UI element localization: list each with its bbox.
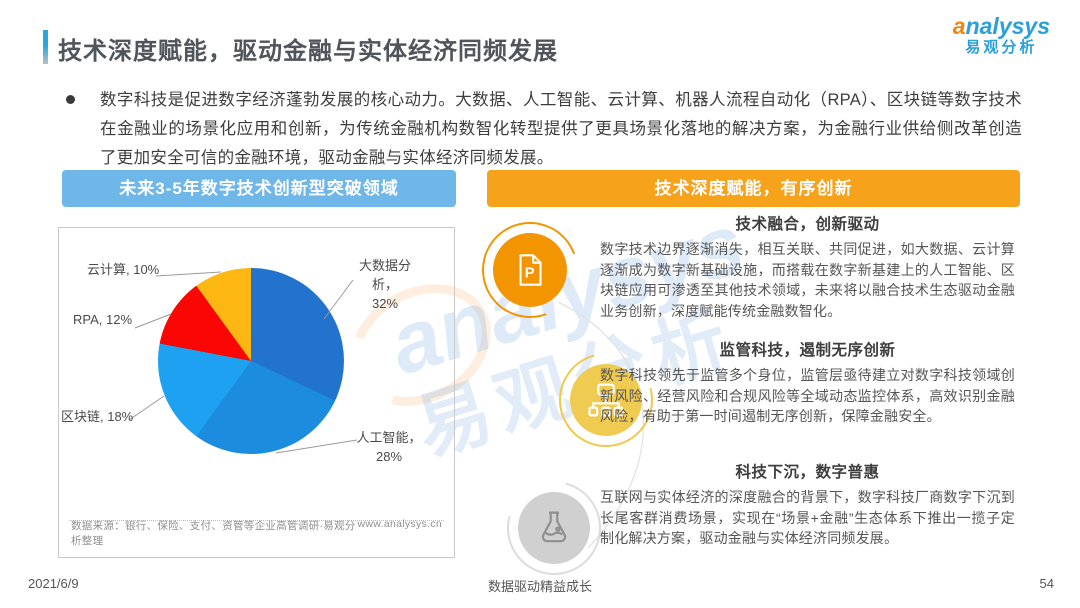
- footer-date: 2021/6/9: [28, 576, 79, 591]
- brand-logo: analysys 易观分析: [953, 14, 1050, 56]
- document-p-icon: P: [519, 254, 542, 286]
- section-2-body: 数字科技领先于监管多个身位，监管层亟待建立对数字科技领域创新风险、经营风险和合规…: [600, 367, 1015, 424]
- pie-callout-label: 人工智能， 28%: [356, 430, 422, 464]
- source-divider: [69, 520, 444, 521]
- pie-chart: [158, 268, 344, 454]
- intro-paragraph: 数字科技是促进数字经济蓬勃发展的核心动力。大数据、人工智能、云计算、机器人流程自…: [100, 91, 1022, 167]
- callout-line: [128, 395, 165, 421]
- section-2-medallion: [570, 364, 642, 436]
- footer-slogan: 数据驱动精益成长: [487, 579, 592, 594]
- org-chart-icon: [588, 383, 624, 417]
- section-2: 监管科技，遏制无序创新 数字科技领先于监管多个身位，监管层亟待建立对数字科技领域…: [600, 338, 1015, 427]
- section-2-title: 监管科技，遏制无序创新: [719, 342, 896, 359]
- section-1-medallion: P: [493, 233, 567, 307]
- left-panel-header: 未来3-5年数字技术创新型突破领域: [62, 170, 456, 207]
- section-1-body: 数字技术边界逐渐消失，相互关联、共同促进，如大数据、云计算逐渐成为数字新基础设施…: [600, 241, 1015, 319]
- footer-page-number: 54: [1039, 576, 1054, 591]
- brand-logo-cn: 易观分析: [965, 39, 1038, 57]
- website-link[interactable]: www.analysys.cn: [357, 518, 442, 530]
- section-1: 技术融合，创新驱动 数字技术边界逐渐消失，相互关联、共同促进，如大数据、云计算逐…: [600, 212, 1015, 321]
- svg-text:P: P: [525, 265, 535, 281]
- section-3-medallion: [518, 492, 590, 564]
- section-3-body: 互联网与实体经济的深度融合的背景下，数字科技厂商数字下沉到长尾客群消费场景，实现…: [600, 489, 1015, 546]
- brand-logo-swirl-icon: a: [952, 13, 966, 39]
- callout-line: [155, 271, 222, 277]
- right-panel-header: 技术深度赋能，有序创新: [487, 170, 1020, 207]
- flask-icon: [541, 511, 567, 543]
- pie-callout-label: 区块链, 18%: [61, 409, 134, 424]
- section-3-title: 科技下沉，数字普惠: [735, 464, 880, 481]
- section-3: 科技下沉，数字普惠 互联网与实体经济的深度融合的背景下，数字科技厂商数字下沉到长…: [600, 460, 1015, 549]
- bullet-icon: [66, 95, 75, 104]
- title-accent-bar: [43, 30, 48, 64]
- page-title: 技术深度赋能，驱动金融与实体经济同频发展: [58, 38, 558, 65]
- section-1-title: 技术融合，创新驱动: [735, 216, 880, 233]
- brand-logo-latin: analysys: [952, 13, 1050, 39]
- pie-callout-label: 大数据分析， 32%: [358, 258, 411, 311]
- pie-chart-panel: 大数据分析， 32% 人工智能， 28% 区块链, 18% RPA, 12% 云计算, 10…: [58, 227, 455, 558]
- pie-callout-label: 云计算, 10%: [87, 262, 160, 277]
- pie-callout-label: RPA, 12%: [73, 312, 133, 327]
- data-source-note: 数据来源：银行、保险、支付、资管等企业高管调研·易观分析整理: [71, 520, 356, 547]
